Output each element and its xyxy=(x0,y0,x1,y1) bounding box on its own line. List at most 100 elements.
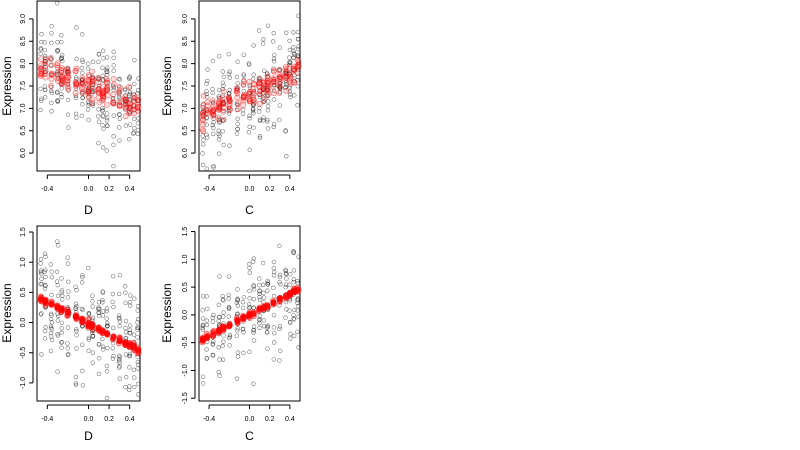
observed-point xyxy=(128,293,133,298)
observed-point xyxy=(80,368,85,374)
observed-point xyxy=(265,23,271,28)
observed-point xyxy=(135,354,140,359)
fitted-point xyxy=(80,81,86,88)
x-axis: -0.4 0.0 0.2 0.4 xyxy=(41,174,135,193)
observed-point xyxy=(135,366,141,371)
observed-point xyxy=(277,45,282,50)
fitted-point xyxy=(226,102,233,109)
fitted-point xyxy=(72,67,79,74)
observed-point xyxy=(264,93,270,99)
observed-point xyxy=(111,163,116,169)
y-tick-label: 7.0 xyxy=(182,103,189,113)
observed-point xyxy=(85,107,91,112)
observed-point xyxy=(135,304,141,309)
observed-point xyxy=(221,142,226,148)
observed-point xyxy=(55,282,60,288)
fitted-point xyxy=(204,107,211,114)
observed-point xyxy=(110,356,116,361)
observed-point xyxy=(43,274,48,280)
observed-point xyxy=(86,265,91,271)
observed-point xyxy=(123,325,128,331)
observed-point xyxy=(66,97,71,103)
x-tick-label: -0.4 xyxy=(203,416,215,423)
observed-point xyxy=(287,55,292,60)
fitted-point xyxy=(59,65,65,71)
observed-point xyxy=(257,317,262,322)
observed-point xyxy=(74,326,79,332)
observed-point xyxy=(226,305,232,310)
observed-point xyxy=(210,122,215,128)
observed-point xyxy=(227,87,233,93)
observed-point xyxy=(221,310,226,315)
observed-point xyxy=(101,347,106,352)
observed-point xyxy=(288,92,293,97)
observed-point xyxy=(234,101,240,107)
observed-point xyxy=(59,288,65,293)
observed-point xyxy=(65,341,70,346)
observed-point xyxy=(54,1,60,6)
observed-point xyxy=(257,295,262,300)
observed-point xyxy=(117,138,122,143)
observed-point xyxy=(216,369,221,375)
observed-point xyxy=(79,342,85,347)
observed-point xyxy=(288,336,293,341)
fitted-point xyxy=(235,106,241,112)
fitted-point xyxy=(59,305,66,311)
observed-point xyxy=(132,116,137,122)
observed-point xyxy=(295,103,300,108)
observed-point xyxy=(235,287,240,292)
observed-point xyxy=(235,81,240,86)
observed-point xyxy=(135,317,141,322)
observed-point xyxy=(116,94,122,99)
observed-point xyxy=(104,123,110,128)
observed-point xyxy=(104,369,110,374)
observed-point xyxy=(38,261,43,266)
fitted-point xyxy=(227,322,233,329)
observed-point xyxy=(123,374,129,380)
observed-point xyxy=(49,109,54,114)
observed-point xyxy=(226,51,231,57)
observed-point xyxy=(288,271,293,277)
observed-point xyxy=(220,293,225,299)
observed-point xyxy=(127,330,132,336)
observed-point xyxy=(247,270,253,275)
observed-point xyxy=(49,90,55,95)
fitted-point xyxy=(85,315,92,322)
observed-point xyxy=(135,381,141,387)
observed-point xyxy=(296,36,301,42)
observed-point xyxy=(131,131,136,136)
x-axis-label: D xyxy=(84,429,93,443)
observed-point xyxy=(226,296,231,301)
observed-point xyxy=(42,251,48,257)
observed-point xyxy=(104,69,109,74)
fitted-point xyxy=(134,346,141,353)
observed-point xyxy=(39,311,44,316)
observed-point xyxy=(291,250,296,256)
observed-point xyxy=(204,122,209,127)
observed-point xyxy=(291,277,296,282)
y-axis-label: Expression xyxy=(160,56,174,115)
observed-point xyxy=(292,333,297,338)
observed-point xyxy=(271,273,277,278)
observed-point xyxy=(127,351,133,357)
observed-point xyxy=(235,303,241,308)
observed-point xyxy=(100,297,105,303)
y-tick-label: 9.0 xyxy=(20,14,27,24)
observed-point xyxy=(247,288,252,294)
observed-point xyxy=(234,74,240,80)
observed-point xyxy=(59,345,64,350)
fitted-point xyxy=(226,107,233,114)
observed-point xyxy=(127,122,133,127)
observed-point xyxy=(296,314,301,319)
observed-point xyxy=(110,291,115,297)
observed-point xyxy=(295,29,301,35)
observed-point xyxy=(73,381,78,386)
observed-point xyxy=(226,314,232,319)
observed-point xyxy=(90,350,96,355)
y-tick-label: -0.5 xyxy=(20,347,27,359)
observed-point xyxy=(127,76,132,81)
observed-point xyxy=(251,296,257,302)
observed-point xyxy=(55,243,61,248)
observed-point xyxy=(96,119,102,124)
observed-point xyxy=(221,83,226,88)
